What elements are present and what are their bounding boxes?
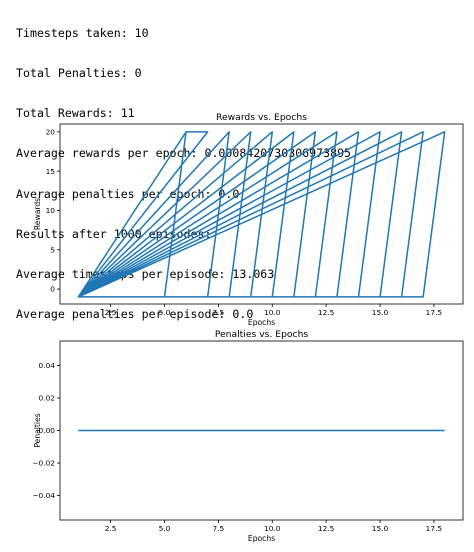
rewards-chart-title: Rewards vs. Epochs bbox=[216, 112, 307, 123]
rewards-x-tick-label: 5.0 bbox=[159, 308, 171, 317]
penalties-y-tick-label: −0.02 bbox=[32, 459, 55, 468]
penalties-x-tick-label: 2.5 bbox=[105, 524, 117, 533]
console-line: Total Penalties: 0 bbox=[16, 66, 142, 81]
penalties-x-tick-label: 17.5 bbox=[426, 524, 443, 533]
rewards-x-tick-label: 12.5 bbox=[318, 308, 335, 317]
penalties-x-tick-label: 12.5 bbox=[318, 524, 335, 533]
penalties-y-tick-label: 0.00 bbox=[39, 426, 56, 435]
rewards-y-tick-label: 15 bbox=[46, 167, 56, 176]
penalties-y-tick-label: 0.04 bbox=[39, 361, 56, 370]
penalties-x-axis-label: Epochs bbox=[248, 534, 275, 543]
rewards-y-tick-label: 5 bbox=[50, 245, 55, 254]
rewards-x-tick-label: 17.5 bbox=[426, 308, 443, 317]
console-line: Timesteps taken: 10 bbox=[16, 25, 149, 40]
penalties-chart-title: Penalties vs. Epochs bbox=[215, 329, 309, 340]
penalties-x-tick-label: 10.0 bbox=[264, 524, 281, 533]
console-line: Average rewards per epoch: 0.00084207303… bbox=[16, 146, 352, 161]
penalties-x-tick-label: 7.5 bbox=[213, 524, 225, 533]
penalties-x-tick-label: 15.0 bbox=[372, 524, 389, 533]
rewards-y-axis-label: Rewards bbox=[33, 198, 42, 230]
rewards-y-tick-label: 20 bbox=[46, 127, 56, 136]
console-line: Total Rewards: 11 bbox=[16, 106, 135, 121]
rewards-y-tick-label: 0 bbox=[50, 285, 55, 294]
penalties-x-tick-label: 5.0 bbox=[159, 524, 171, 533]
penalties-y-tick-label: −0.04 bbox=[32, 491, 55, 500]
penalties-y-tick-label: 0.02 bbox=[39, 394, 55, 403]
rewards-x-axis-label: Epochs bbox=[248, 318, 275, 327]
console-line: Average penalties per episode: 0.0 bbox=[16, 307, 254, 322]
rewards-x-tick-label: 15.0 bbox=[372, 308, 389, 317]
rewards-axes-frame bbox=[59, 123, 464, 305]
rewards-x-tick-label: 7.5 bbox=[213, 308, 225, 317]
penalties-y-axis-label: Penalties bbox=[33, 413, 42, 447]
rewards-y-tick-label: 10 bbox=[46, 206, 56, 215]
rewards-x-tick-label: 2.5 bbox=[105, 308, 117, 317]
rewards-x-tick-label: 10.0 bbox=[264, 308, 281, 317]
rewards-series-line bbox=[77, 131, 446, 298]
